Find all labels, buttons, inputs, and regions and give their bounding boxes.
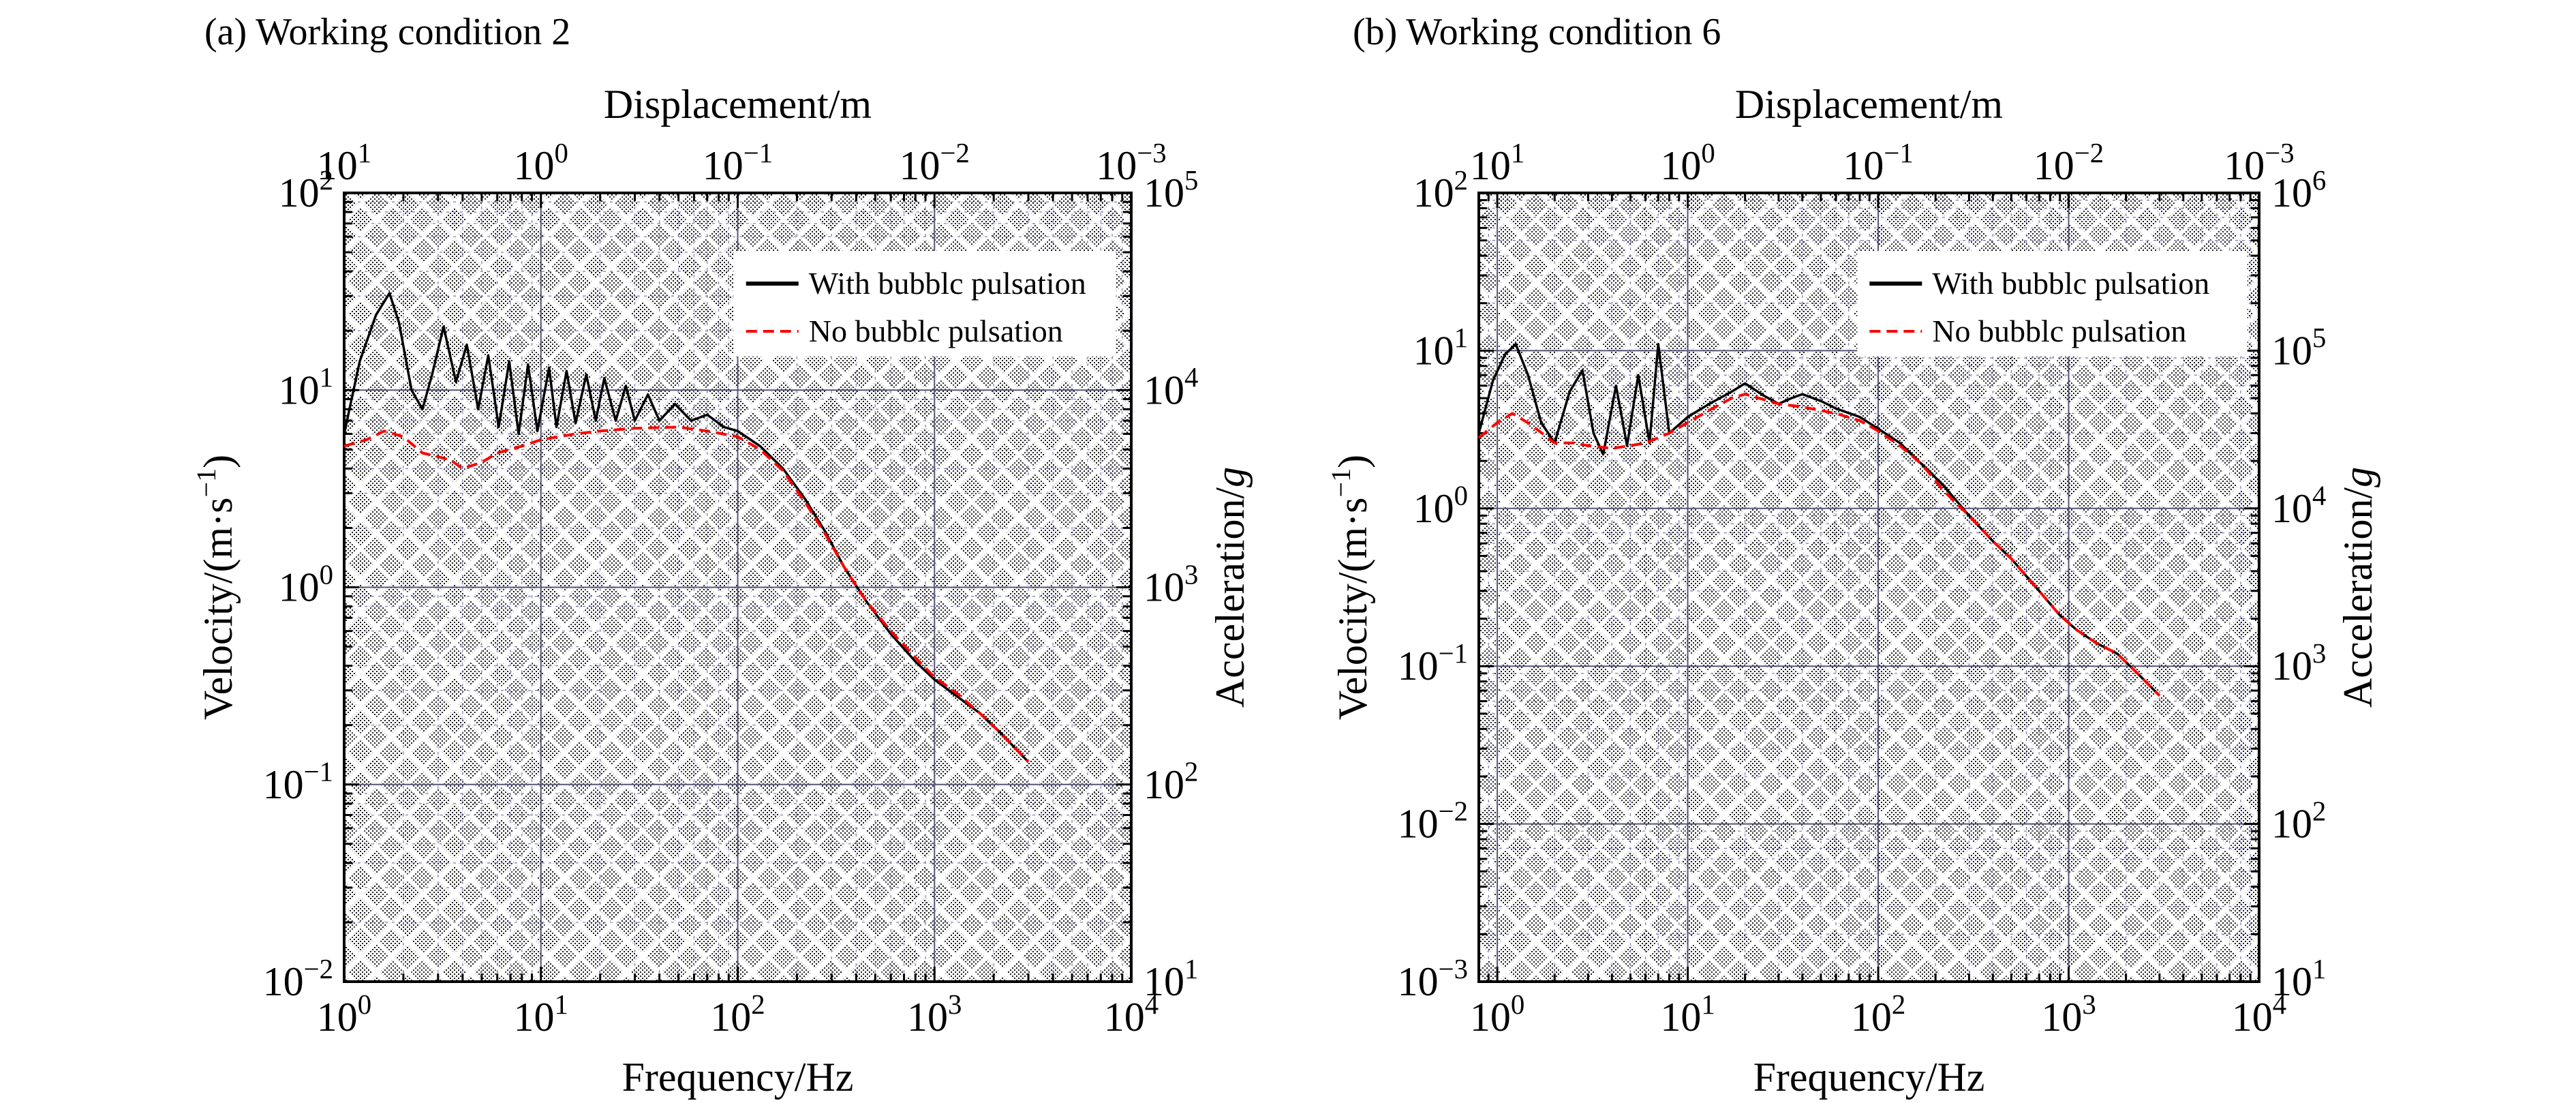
y2-tick-label: 106 — [2271, 165, 2326, 215]
y-axis-title: Velocity/(m·s−1) — [191, 455, 241, 720]
y-tick-label: 10−1 — [263, 757, 333, 807]
x-tick-label: 100 — [317, 989, 371, 1040]
y2-tick-label: 105 — [2271, 322, 2326, 373]
y-tick-label: 100 — [279, 559, 333, 609]
series-line-with-bubble — [343, 292, 1030, 764]
tick-marks — [343, 192, 1133, 983]
y2-tick-label: 103 — [2271, 638, 2326, 689]
x2-tick-label: 10−1 — [703, 138, 773, 188]
x-tick-label: 103 — [2041, 989, 2096, 1040]
legend-label: No bubblc pulsation — [809, 314, 1063, 348]
y-tick-label: 101 — [279, 362, 333, 412]
x-tick-label: 101 — [514, 989, 568, 1040]
series-line-no-bubble — [343, 425, 1030, 764]
x-axis-title: Frequency/Hz — [622, 1055, 854, 1100]
panel-title: (b) Working condition 6 — [1353, 11, 1721, 53]
x2-axis-title: Displacement/m — [1735, 82, 2003, 127]
x2-tick-label: 101 — [317, 138, 371, 188]
y-tick-label: 10−2 — [263, 954, 333, 1004]
legend: With bubblc pulsation No bubblc pulsation — [733, 251, 1116, 357]
x2-tick-label: 100 — [514, 138, 568, 188]
legend: With bubblc pulsation No bubblc pulsation — [1857, 251, 2248, 357]
y-tick-label: 10−2 — [1398, 796, 1468, 846]
y2-tick-label: 101 — [2271, 954, 2326, 1004]
x-tick-label: 101 — [1660, 989, 1715, 1040]
x-tick-label: 103 — [907, 989, 962, 1040]
y2-tick-label: 104 — [1144, 362, 1198, 412]
y2-tick-label: 105 — [1144, 165, 1198, 215]
series-line-with-bubble — [1477, 343, 2161, 697]
y-axis-title: Velocity/(m·s−1) — [1325, 455, 1375, 720]
legend-label: No bubblc pulsation — [1932, 314, 2186, 348]
series-line-no-bubble — [1477, 393, 2161, 697]
tick-marks — [1477, 192, 2260, 983]
panel-title: (a) Working condition 2 — [204, 11, 570, 53]
x-tick-label: 102 — [710, 989, 765, 1040]
x2-tick-label: 101 — [1470, 138, 1524, 188]
y2-tick-label: 101 — [1144, 954, 1198, 1004]
y2-axis-title: Acceleration/g — [2335, 467, 2380, 708]
legend-label: With bubblc pulsation — [1932, 266, 2209, 301]
y2-tick-label: 104 — [2271, 481, 2326, 531]
y2-tick-label: 102 — [2271, 796, 2326, 846]
x-tick-label: 104 — [2232, 989, 2286, 1040]
y2-axis-title: Acceleration/g — [1208, 467, 1253, 708]
x-axis-title: Frequency/Hz — [1753, 1055, 1985, 1100]
y-tick-label: 10−3 — [1398, 954, 1468, 1004]
x2-tick-label: 100 — [1660, 138, 1715, 188]
x-tick-label: 104 — [1104, 989, 1159, 1040]
y-tick-label: 101 — [1413, 322, 1468, 373]
x2-tick-label: 10−3 — [2224, 138, 2294, 188]
x2-tick-label: 10−2 — [900, 138, 970, 188]
y-tick-label: 10−1 — [1398, 638, 1468, 689]
x2-tick-label: 10−2 — [2034, 138, 2104, 188]
x2-tick-label: 10−1 — [1843, 138, 1913, 188]
y-tick-label: 100 — [1413, 481, 1468, 531]
x2-tick-label: 10−3 — [1096, 138, 1166, 188]
y-tick-label: 102 — [279, 165, 333, 215]
legend-label: With bubblc pulsation — [809, 266, 1086, 301]
legend-box — [733, 251, 1116, 357]
y2-tick-label: 103 — [1144, 559, 1198, 609]
x-tick-label: 100 — [1470, 989, 1524, 1040]
x2-axis-title: Displacement/m — [604, 82, 872, 127]
legend-box — [1857, 251, 2248, 357]
y-tick-label: 102 — [1413, 165, 1468, 215]
y2-tick-label: 102 — [1144, 757, 1198, 807]
x-tick-label: 102 — [1851, 989, 1905, 1040]
